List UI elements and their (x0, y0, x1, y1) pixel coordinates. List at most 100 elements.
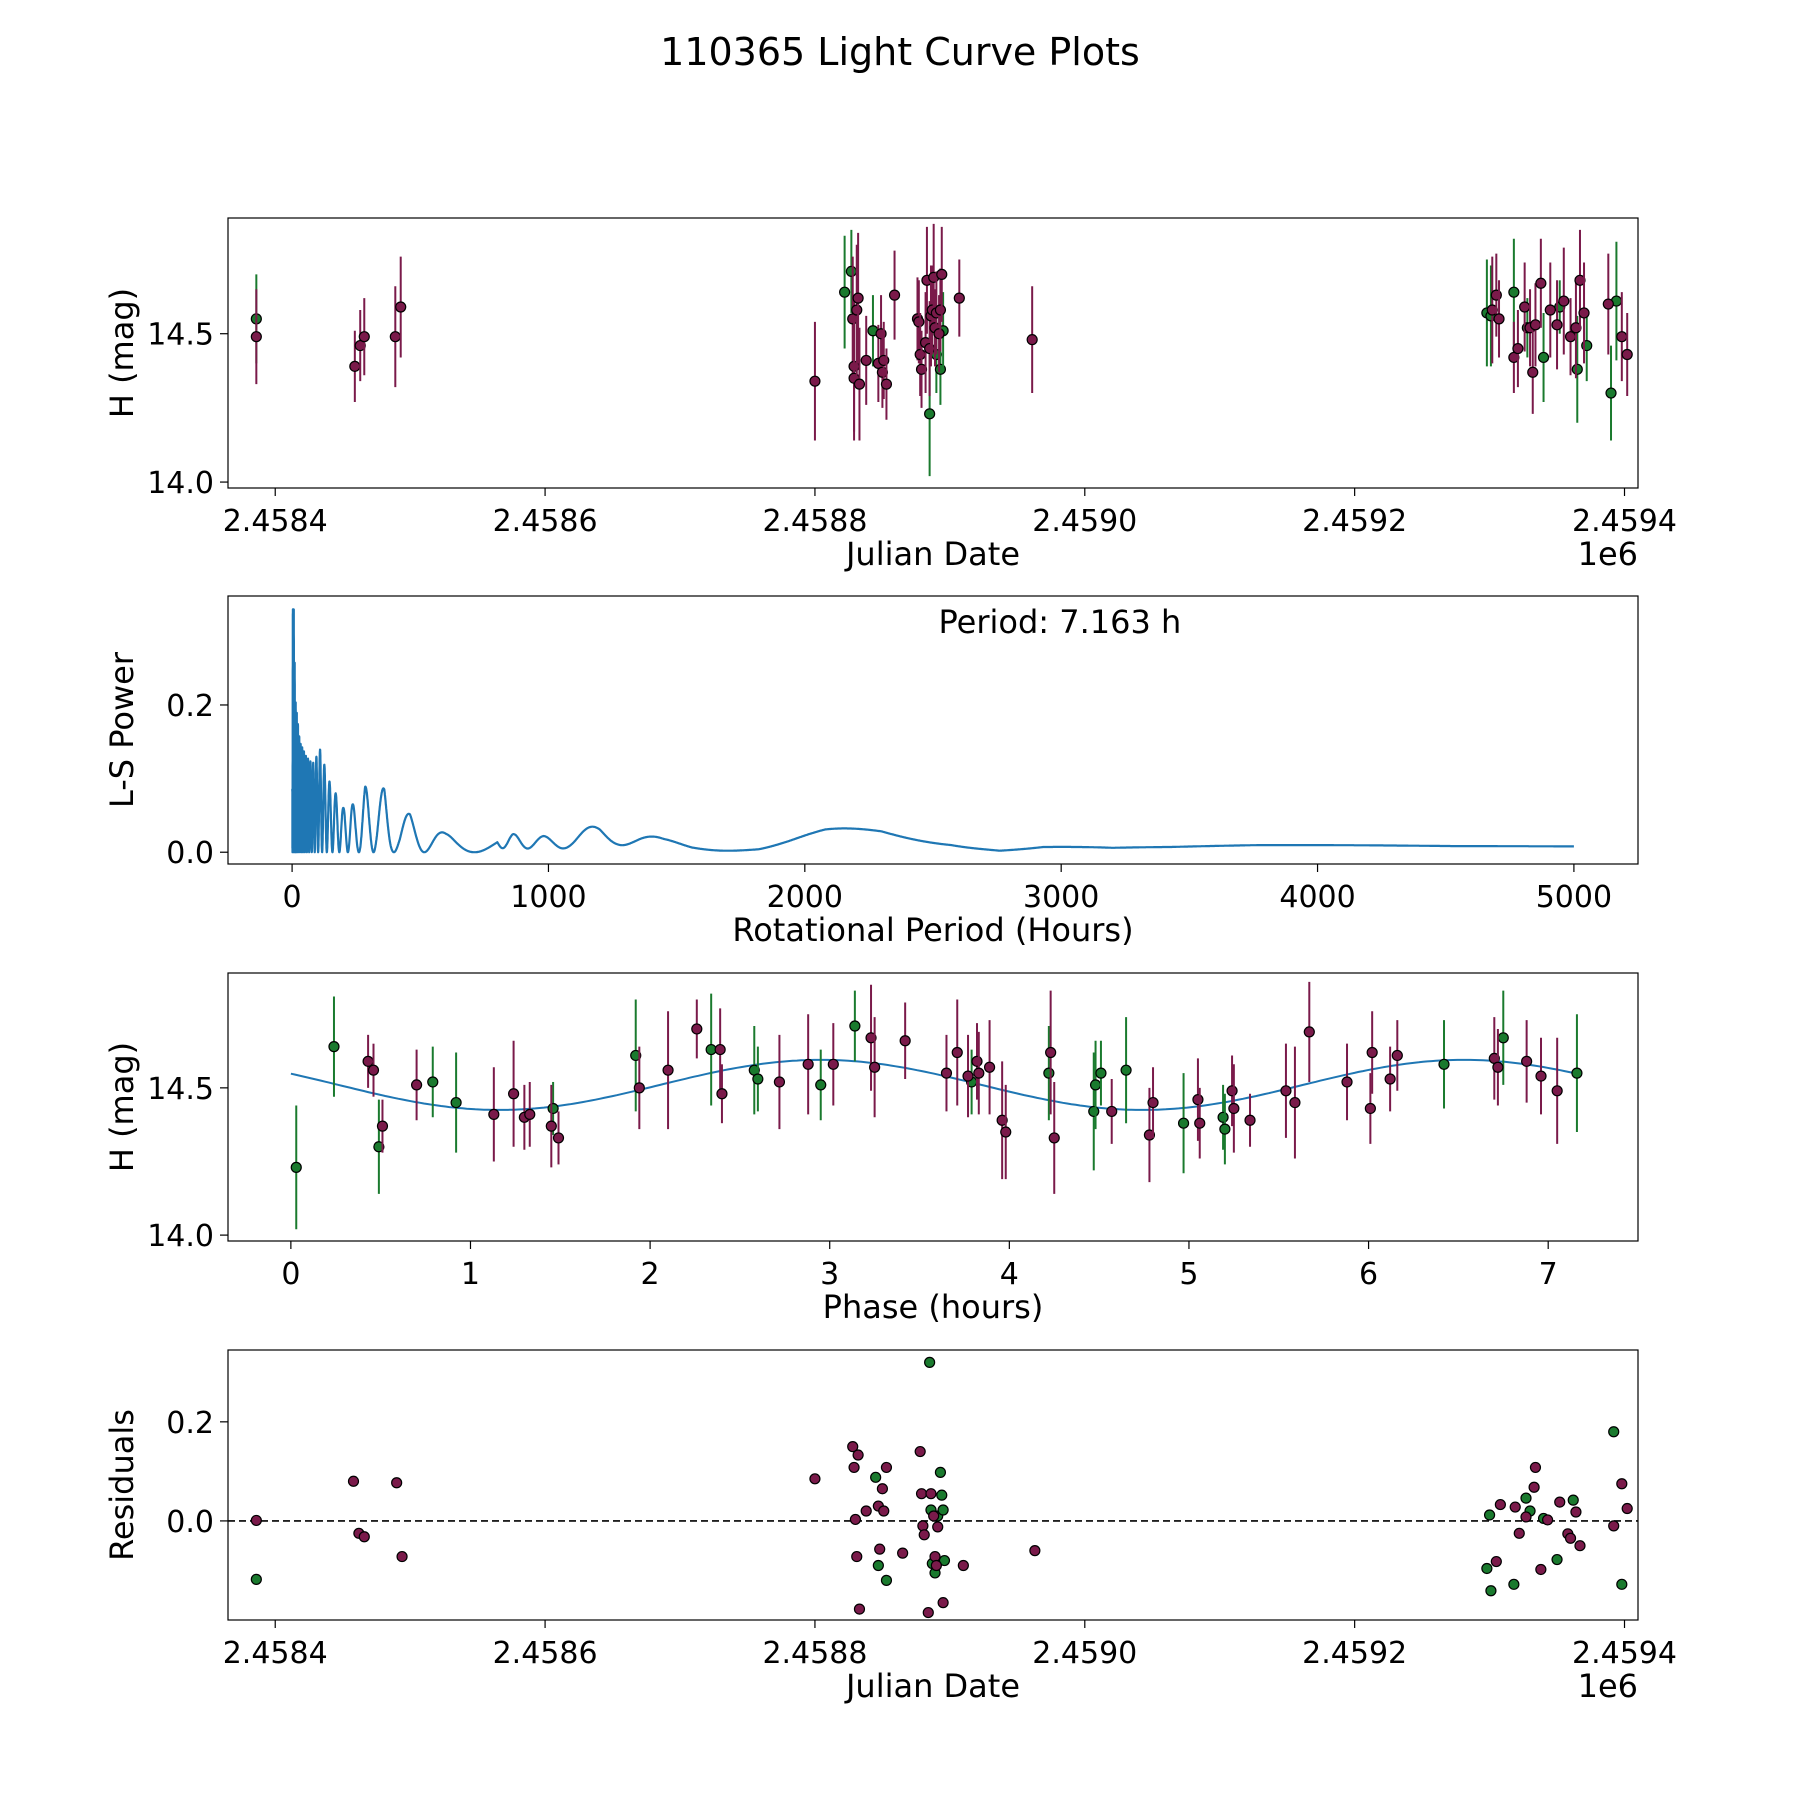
data-point-green (938, 1554, 951, 1567)
data-point-maroon (376, 1120, 389, 1132)
data-point-maroon (1391, 1049, 1403, 1062)
data-point-maroon (1551, 319, 1563, 331)
data-point-green (1089, 1079, 1102, 1091)
x-tick-label: 5 (1179, 1257, 1198, 1292)
data-point-green (1497, 1032, 1509, 1044)
data-point-green (845, 265, 857, 278)
data-point-green (1088, 1105, 1100, 1118)
x-tick-label: 2.4584 (223, 1636, 328, 1671)
data-point-green (1605, 387, 1617, 399)
data-point-maroon (1026, 334, 1038, 346)
data-point-maroon (928, 1510, 940, 1522)
data-point-maroon (1289, 1096, 1301, 1109)
data-point-maroon (860, 354, 872, 367)
data-point-maroon (1578, 307, 1590, 319)
x-tick-label: 2.4592 (1302, 1636, 1407, 1671)
data-point-maroon (389, 331, 401, 343)
data-point-green (328, 1041, 340, 1053)
data-point-maroon (358, 331, 370, 343)
data-point-green (450, 1096, 462, 1109)
plot-frame (227, 972, 1639, 1242)
x-tick-label: 2.4590 (1032, 504, 1137, 539)
data-point-green (872, 1559, 884, 1572)
data-point-green (1616, 1578, 1628, 1590)
x-tick-label: 2 (641, 1257, 660, 1292)
data-point-maroon (524, 1108, 536, 1120)
data-point-maroon (662, 1064, 674, 1076)
data-point-green (1481, 1562, 1493, 1575)
data-point-maroon (809, 375, 821, 387)
data-point-maroon (552, 1132, 565, 1144)
data-point-maroon (358, 1531, 370, 1543)
data-point-maroon (1574, 1540, 1586, 1552)
data-point-green (1571, 363, 1583, 375)
plot-frame (227, 217, 1639, 489)
data-point-maroon (973, 1067, 985, 1079)
x-tick-label: 3000 (1023, 880, 1099, 915)
data-point-maroon (1490, 1555, 1502, 1568)
data-point-green (1219, 1123, 1231, 1135)
data-point-green (1508, 286, 1520, 298)
data-point-maroon (878, 1505, 890, 1517)
x-tick-label: 2.4590 (1032, 1636, 1137, 1671)
x-tick-label: 1000 (510, 880, 586, 915)
data-point-maroon (1513, 1527, 1525, 1539)
data-point-maroon (1194, 1117, 1206, 1129)
data-point-maroon (1554, 1496, 1566, 1508)
data-point-green (1508, 1578, 1520, 1590)
data-point-maroon (396, 1550, 408, 1563)
data-point-maroon (802, 1058, 814, 1070)
plot-frame (227, 595, 1639, 865)
data-point-maroon (1494, 1498, 1506, 1511)
data-point-maroon (1621, 348, 1633, 361)
data-point-maroon (1226, 1085, 1238, 1097)
x-tick-label: 7 (1539, 1257, 1558, 1292)
data-point-maroon (915, 1488, 928, 1500)
x-tick-label: 3 (820, 1257, 839, 1292)
data-point-maroon (773, 1076, 786, 1088)
data-point-maroon (913, 316, 925, 328)
data-point-maroon (1564, 331, 1577, 343)
data-point-maroon (897, 1547, 909, 1559)
data-point-maroon (953, 292, 965, 304)
data-point-maroon (1544, 304, 1556, 316)
data-point-maroon (1541, 1514, 1554, 1526)
data-point-maroon (851, 1550, 863, 1563)
data-point-maroon (899, 1035, 911, 1047)
data-point-maroon (1519, 301, 1531, 313)
data-point-maroon (951, 1046, 963, 1059)
x-tick-label: 2.4588 (762, 504, 867, 539)
y-tick-label: 14.5 (147, 1072, 214, 1107)
data-point-green (924, 408, 936, 420)
x-tick-label: 1 (461, 1257, 480, 1292)
data-point-maroon (1602, 298, 1614, 310)
data-point-green (1520, 1492, 1532, 1504)
y-axis-label: H (mag) (103, 1042, 141, 1172)
data-point-maroon (691, 1023, 703, 1035)
data-point-maroon (996, 1114, 1008, 1126)
data-point-maroon (1551, 1085, 1563, 1097)
data-point-maroon (914, 1445, 926, 1458)
data-point-maroon (1364, 1102, 1376, 1115)
data-point-maroon (932, 1521, 944, 1533)
data-point-green (849, 1020, 861, 1032)
y-axis-label: H (mag) (103, 288, 141, 418)
ls-power-line (291, 608, 1575, 854)
data-point-green (250, 1573, 262, 1585)
data-point-maroon (1000, 1126, 1012, 1138)
x-axis-label: Rotational Period (Hours) (732, 911, 1133, 949)
data-point-maroon (1228, 1102, 1240, 1115)
data-point-maroon (827, 1058, 839, 1070)
x-offset-label: 1e6 (1578, 535, 1638, 573)
data-point-green (924, 1356, 936, 1368)
data-point-green (1608, 1426, 1620, 1438)
data-point-maroon (1366, 1046, 1378, 1059)
chart-lightcurve: 2.4584 2.4586 2.4588 2.4590 2.4592 2.4594 14.0… (103, 217, 1677, 573)
data-point-green (547, 1102, 559, 1115)
data-point-maroon (962, 1070, 974, 1082)
data-point-maroon (1564, 1532, 1577, 1544)
data-point-maroon (1147, 1096, 1159, 1109)
data-point-maroon (880, 1461, 893, 1474)
